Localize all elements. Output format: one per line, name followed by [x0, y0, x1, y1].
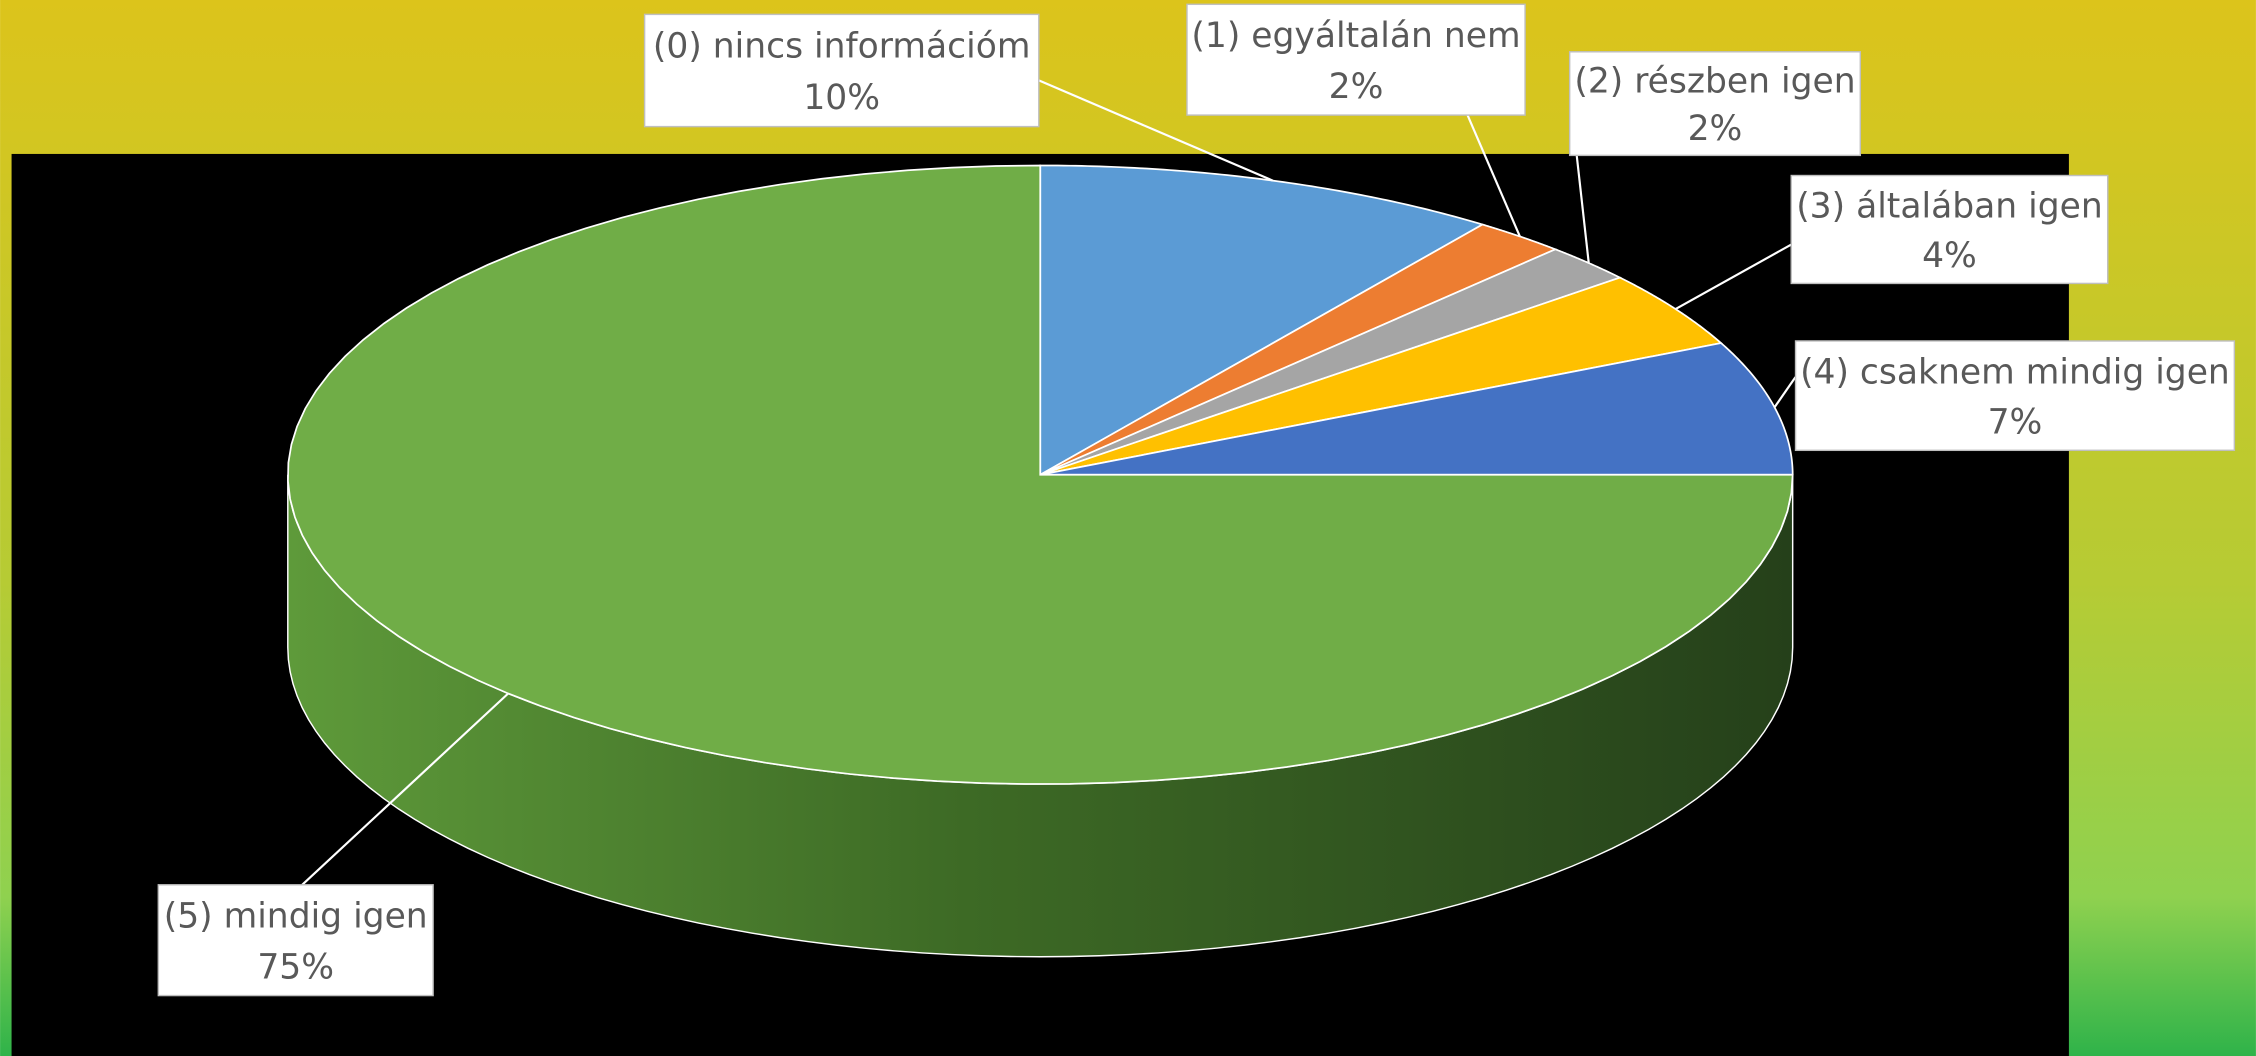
value-label: 2%: [1329, 67, 1384, 107]
value-label: 4%: [1922, 236, 1977, 276]
value-label: 2%: [1688, 109, 1743, 149]
label-box: [1790, 174, 2109, 285]
pie-slice: [1040, 342, 1794, 476]
value-label: 7%: [1988, 403, 2043, 443]
value-label: 75%: [257, 947, 334, 987]
label-box: [157, 884, 434, 997]
category-label: (0) nincs információm: [653, 27, 1031, 67]
category-label: (1) egyáltalán nem: [1191, 16, 1520, 56]
category-label: (2) részben igen: [1574, 61, 1855, 101]
leader-line: [1466, 114, 1521, 237]
label-box: [643, 13, 1040, 128]
pie-slice: [1039, 164, 1485, 477]
value-label: 10%: [803, 78, 880, 118]
pie-slice: [1039, 276, 1723, 476]
category-label: (5) mindig igen: [164, 897, 428, 937]
category-label: (3) általában igen: [1796, 186, 2103, 226]
label-box: [1794, 340, 2236, 452]
leader-line: [301, 692, 509, 886]
labels: (0) nincs információm 10% (1) egyáltalán n…: [157, 3, 2236, 997]
leader-line: [1574, 143, 1590, 264]
leader-line: [1035, 78, 1274, 182]
leader-line: [1773, 376, 1797, 408]
pie: [287, 164, 1794, 958]
category-label: (4) csaknem mindig igen: [1800, 352, 2230, 392]
label-box: [1186, 3, 1526, 116]
leader-line: [1675, 243, 1792, 310]
label-box: [1568, 51, 1862, 157]
